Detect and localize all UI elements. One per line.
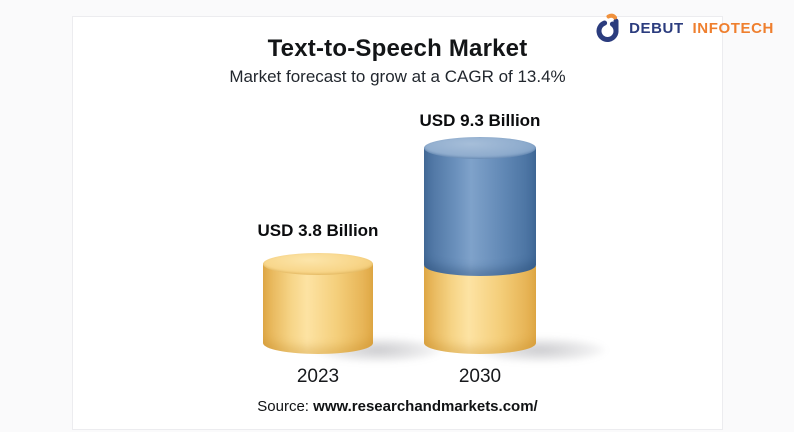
chart-title: Text-to-Speech Market bbox=[267, 35, 528, 62]
source-url: www.researchandmarkets.com/ bbox=[313, 398, 538, 415]
source-label: Source: bbox=[257, 398, 309, 415]
debut-logo-icon bbox=[594, 12, 624, 44]
value-label-2023: USD 3.8 Billion bbox=[257, 221, 379, 240]
bar-2023-cylinder-body bbox=[263, 264, 373, 354]
brand-logo: DEBUT INFOTECH bbox=[594, 12, 774, 44]
bar-2030-base-segment bbox=[424, 266, 536, 354]
source-line: Source: www.researchandmarkets.com/ bbox=[73, 398, 722, 415]
bar-2030-cylinder-top bbox=[424, 137, 536, 159]
chart-card: Text-to-Speech Market Market forecast to… bbox=[72, 16, 723, 430]
bar-2030-growth-segment bbox=[424, 148, 536, 276]
logo-wordmark: DEBUT INFOTECH bbox=[629, 20, 774, 37]
chart-subtitle: Market forecast to grow at a CAGR of 13.… bbox=[229, 67, 566, 86]
bar-2023-cylinder-top bbox=[263, 253, 373, 275]
logo-text-infotech: INFOTECH bbox=[692, 19, 774, 37]
logo-text-debut: DEBUT bbox=[629, 19, 684, 37]
category-label-2023: 2023 bbox=[296, 366, 340, 387]
value-label-2030: USD 9.3 Billion bbox=[419, 111, 541, 130]
category-label-2030: 2030 bbox=[458, 366, 502, 387]
plot-area: USD 3.8 Billion 2023 USD 9.3 Billion 203… bbox=[73, 17, 722, 429]
